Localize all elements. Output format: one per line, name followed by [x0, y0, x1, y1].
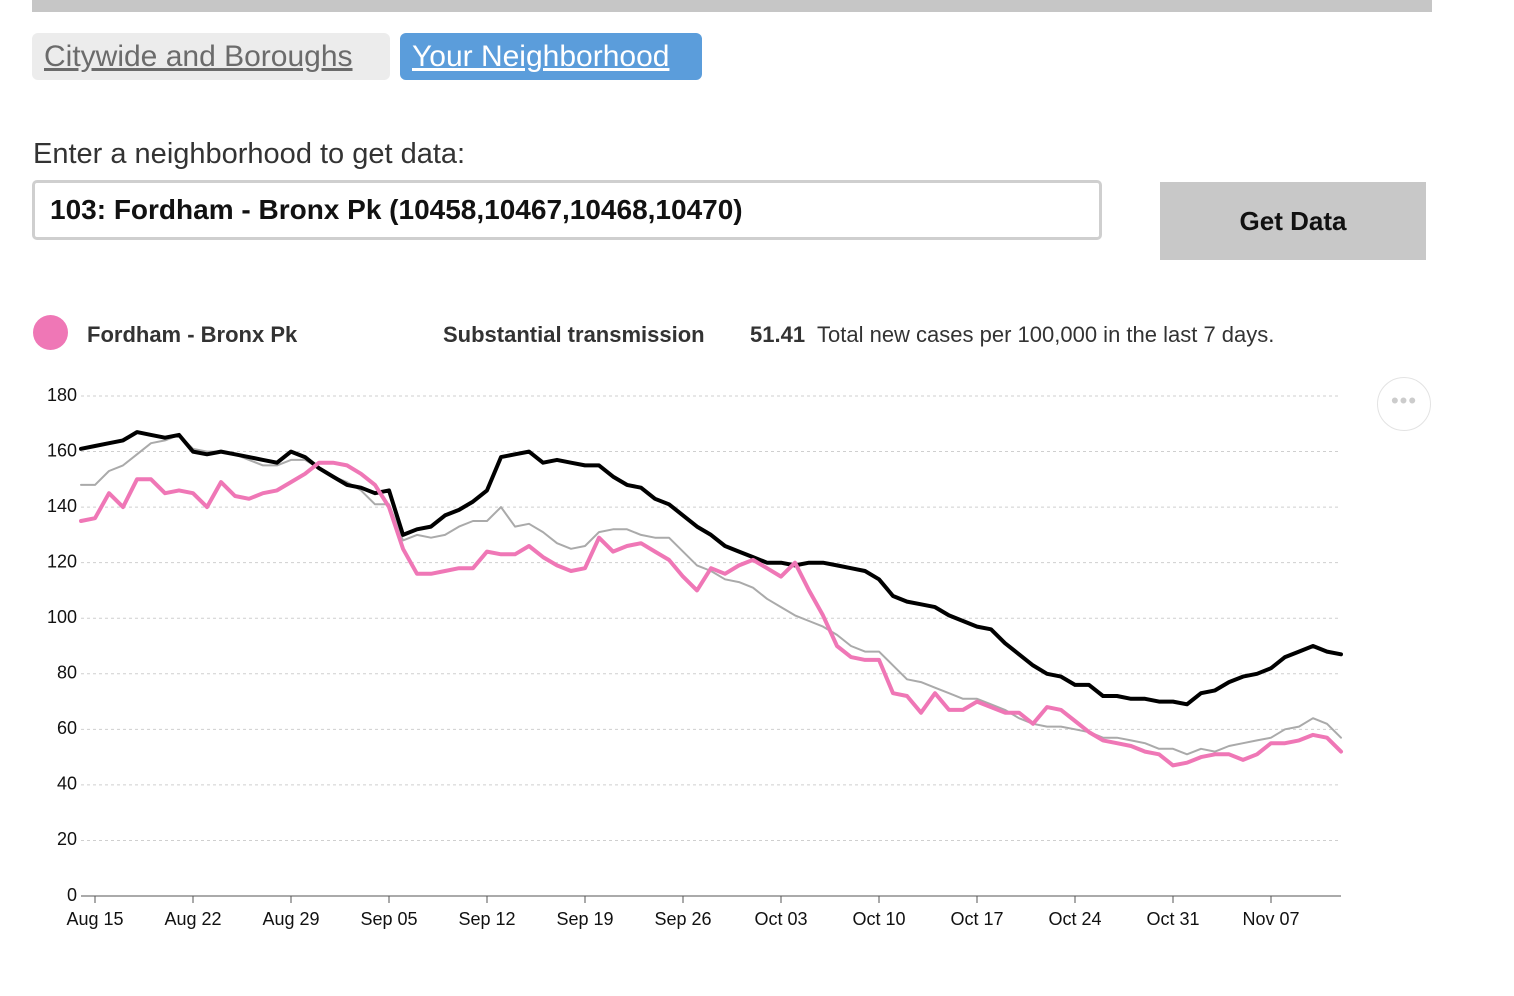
case-rate-description: Total new cases per 100,000 in the last … [817, 322, 1275, 347]
y-tick-label: 140 [47, 496, 77, 516]
prompt-label: Enter a neighborhood to get data: [33, 138, 466, 170]
series-line [79, 430, 1343, 707]
top-bar [32, 0, 1432, 12]
x-tick-label: Aug 22 [164, 909, 221, 929]
y-tick-label: 180 [47, 385, 77, 405]
y-tick-label: 120 [47, 551, 77, 571]
get-data-button[interactable]: Get Data [1160, 182, 1426, 260]
transmission-level: Substantial transmission [443, 322, 705, 347]
legend-label: Fordham - Bronx Pk [87, 322, 298, 347]
series-line [79, 460, 1343, 768]
x-tick-label: Sep 12 [458, 909, 515, 929]
series-line [80, 433, 1342, 756]
x-tick-label: Sep 05 [360, 909, 417, 929]
neighborhood-input[interactable]: 103: Fordham - Bronx Pk (10458,10467,104… [32, 180, 1102, 240]
y-tick-label: 100 [47, 607, 77, 627]
tab-active[interactable]: Your Neighborhood [400, 33, 702, 80]
x-tick-label: Oct 31 [1146, 909, 1199, 929]
x-tick-label: Sep 19 [556, 909, 613, 929]
y-tick-label: 80 [57, 663, 77, 683]
y-tick-label: 60 [57, 718, 77, 738]
x-tick-label: Aug 29 [262, 909, 319, 929]
legend-swatch [33, 315, 68, 350]
x-tick-label: Oct 17 [950, 909, 1003, 929]
x-tick-label: Nov 07 [1242, 909, 1299, 929]
y-tick-label: 40 [57, 774, 77, 794]
case-rate: 51.41 [750, 322, 806, 347]
x-tick-label: Oct 03 [754, 909, 807, 929]
tab[interactable]: Citywide and Boroughs [32, 33, 390, 80]
x-tick-label: Oct 24 [1048, 909, 1101, 929]
y-tick-label: 0 [67, 885, 77, 905]
x-tick-label: Sep 26 [654, 909, 711, 929]
y-tick-label: 20 [57, 829, 77, 849]
more-menu[interactable]: ••• [1377, 377, 1431, 431]
y-tick-label: 160 [47, 440, 77, 460]
x-tick-label: Aug 15 [66, 909, 123, 929]
x-tick-label: Oct 10 [852, 909, 905, 929]
